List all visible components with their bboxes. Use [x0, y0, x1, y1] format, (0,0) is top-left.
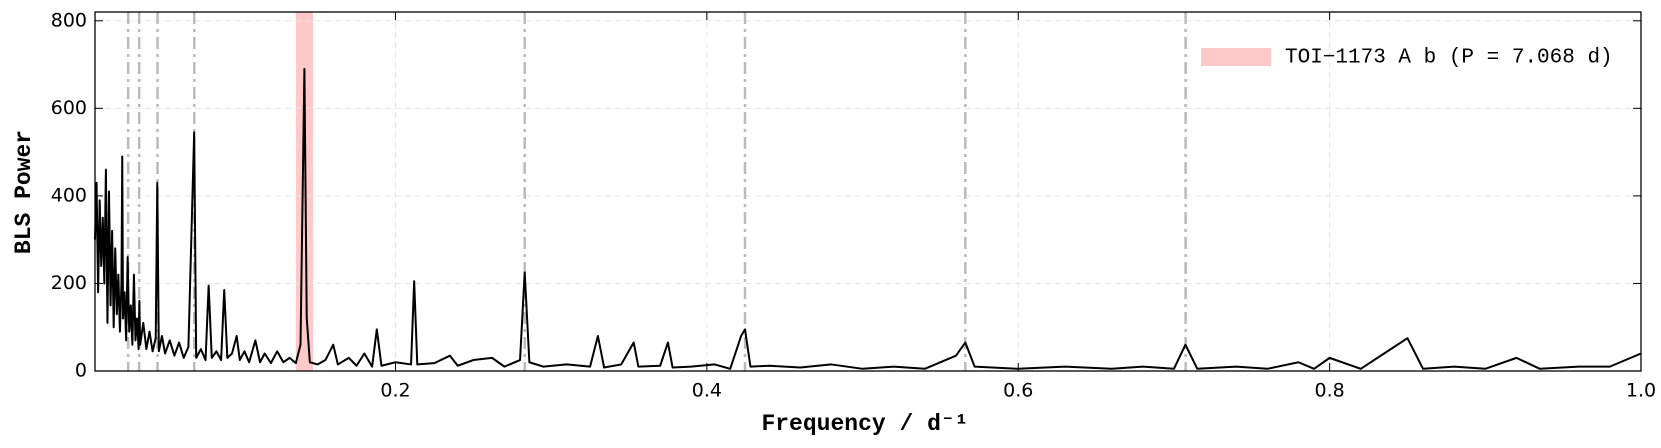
power-line: [94, 67, 1642, 370]
x-tick-label: 0.6: [1003, 380, 1033, 402]
x-axis-label: Frequency / d⁻¹: [761, 411, 968, 437]
y-axis-label: BLS Power: [11, 130, 37, 254]
x-tick-label: 1.0: [1626, 380, 1656, 402]
plot-frame: [94, 11, 1642, 372]
y-tick-label: 600: [51, 97, 87, 119]
highlight-span: [295, 12, 313, 371]
y-tick-label: 200: [51, 272, 87, 294]
y-tick-label: 400: [51, 184, 87, 206]
legend-swatch: [1201, 48, 1271, 66]
x-tick-label: 0.2: [380, 380, 410, 402]
x-tick-label: 0.8: [1315, 380, 1345, 402]
y-tick-label: 0: [75, 360, 87, 382]
y-tick-label: 800: [51, 9, 87, 31]
x-tick-label: 0.4: [692, 380, 722, 402]
legend-label: TOI−1173 A b (P = 7.068 d): [1285, 47, 1613, 70]
